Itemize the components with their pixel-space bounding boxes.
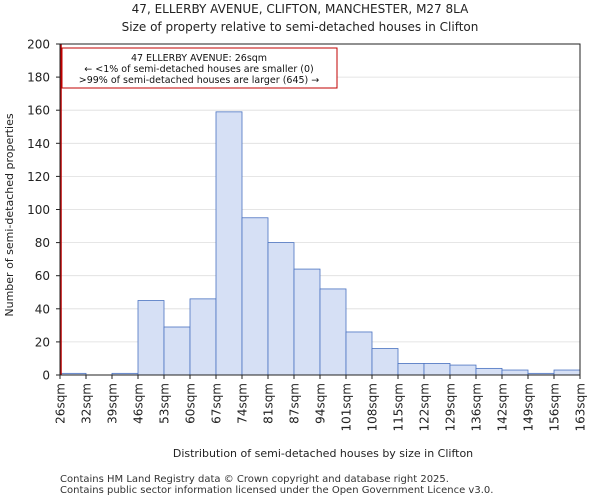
x-tick-label: 87sqm [288, 383, 302, 424]
histogram-bar [475, 367, 503, 376]
histogram-bar [449, 364, 477, 376]
histogram-bar [397, 363, 425, 376]
x-tick-label: 108sqm [366, 383, 380, 431]
x-tick-label: 74sqm [236, 383, 250, 424]
x-tick-label: 60sqm [184, 383, 198, 424]
x-tick-label: 163sqm [574, 383, 588, 431]
x-tick-label: 122sqm [418, 383, 432, 431]
histogram-bar [241, 217, 269, 376]
x-tick-label: 101sqm [340, 383, 354, 431]
histogram-bar [189, 298, 217, 376]
histogram-bar [423, 363, 451, 376]
y-tick-label: 80 [35, 236, 50, 250]
annotation-line-2: ← <1% of semi-detached houses are smalle… [84, 64, 313, 75]
y-tick-label: 160 [27, 104, 50, 118]
y-tick-label: 60 [35, 269, 50, 283]
annotation-line-1: 47 ELLERBY AVENUE: 26sqm [131, 53, 267, 64]
histogram-bar [267, 242, 295, 376]
footer-line-2: Contains public sector information licen… [60, 485, 494, 496]
y-tick-label: 180 [27, 71, 50, 85]
x-tick-label: 136sqm [470, 383, 484, 431]
annotation-box: 47 ELLERBY AVENUE: 26sqm ← <1% of semi-d… [61, 47, 338, 89]
histogram-bar [501, 369, 529, 376]
annotation-border [61, 47, 338, 89]
plot-area-frame [59, 43, 581, 376]
histogram-bar [137, 300, 165, 376]
x-tick-label: 32sqm [80, 383, 94, 424]
y-tick-labels: 0 20 40 60 80 100 120 140 160 180 200 [27, 38, 60, 383]
chart-title: 47, ELLERBY AVENUE, CLIFTON, MANCHESTER,… [132, 2, 469, 16]
x-tick-label: 26sqm [54, 383, 68, 424]
x-tick-label: 129sqm [444, 383, 458, 431]
x-axis-label: Distribution of semi-detached houses by … [173, 447, 473, 460]
y-tick-label: 200 [27, 38, 50, 52]
histogram-bar [371, 348, 399, 376]
x-tick-label: 94sqm [314, 383, 328, 424]
histogram-bar [553, 369, 581, 376]
x-tick-label: 81sqm [262, 383, 276, 424]
y-axis-label: Number of semi-detached properties [3, 113, 16, 316]
histogram-bar [163, 326, 191, 376]
x-tick-label: 142sqm [496, 383, 510, 431]
x-tick-labels: 26sqm 32sqm 39sqm 46sqm 53sqm 60sqm 67sqm 74sqm… [54, 375, 588, 431]
x-tick-label: 46sqm [132, 383, 146, 424]
y-tick-label: 0 [42, 369, 50, 383]
y-tick-label: 120 [27, 170, 50, 184]
histogram-bar [293, 268, 321, 376]
y-tick-label: 20 [35, 335, 50, 349]
x-tick-label: 53sqm [158, 383, 172, 424]
bars [59, 111, 581, 376]
y-tick-label: 40 [35, 302, 50, 316]
x-tick-label: 156sqm [548, 383, 562, 431]
x-tick-label: 39sqm [106, 383, 120, 424]
histogram-bar [215, 111, 243, 376]
histogram-bar [345, 331, 373, 376]
y-tick-label: 100 [27, 203, 50, 217]
chart-subtitle: Size of property relative to semi-detach… [122, 20, 479, 34]
annotation-line-3: >99% of semi-detached houses are larger … [79, 75, 320, 86]
x-tick-label: 149sqm [522, 383, 536, 431]
footer-line-1: Contains HM Land Registry data © Crown c… [60, 474, 449, 485]
x-tick-label: 67sqm [210, 383, 224, 424]
histogram-bar [319, 288, 347, 376]
x-tick-label: 115sqm [392, 383, 406, 431]
y-tick-label: 140 [27, 137, 50, 151]
